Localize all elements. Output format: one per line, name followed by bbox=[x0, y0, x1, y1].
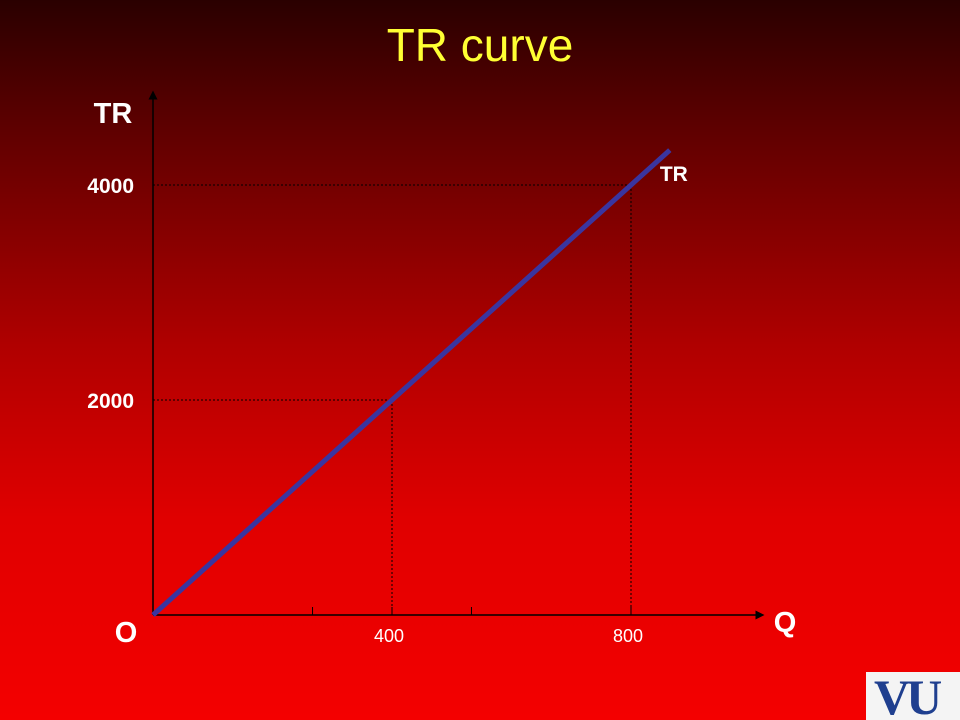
x-tick-label-0: 400 bbox=[374, 626, 404, 646]
x-tick-label-1: 800 bbox=[613, 626, 643, 646]
series-line-0 bbox=[151, 148, 672, 617]
y-tick-label-0: 2000 bbox=[87, 390, 134, 413]
origin-label: O bbox=[115, 617, 138, 649]
series-point-0-1 bbox=[392, 400, 393, 401]
slide-title: TR curve bbox=[386, 19, 574, 71]
series-point-0-3 bbox=[669, 150, 670, 151]
y-axis-label: TR bbox=[94, 98, 133, 130]
vu-logo: VU bbox=[866, 672, 960, 720]
series-point-0-0 bbox=[153, 615, 154, 616]
y-tick-label-1: 4000 bbox=[87, 175, 134, 198]
x-axis-label: Q bbox=[774, 607, 797, 639]
series-label-0: TR bbox=[660, 163, 688, 186]
series-point-0-2 bbox=[631, 185, 632, 186]
vu-logo-text: VU bbox=[874, 672, 942, 720]
